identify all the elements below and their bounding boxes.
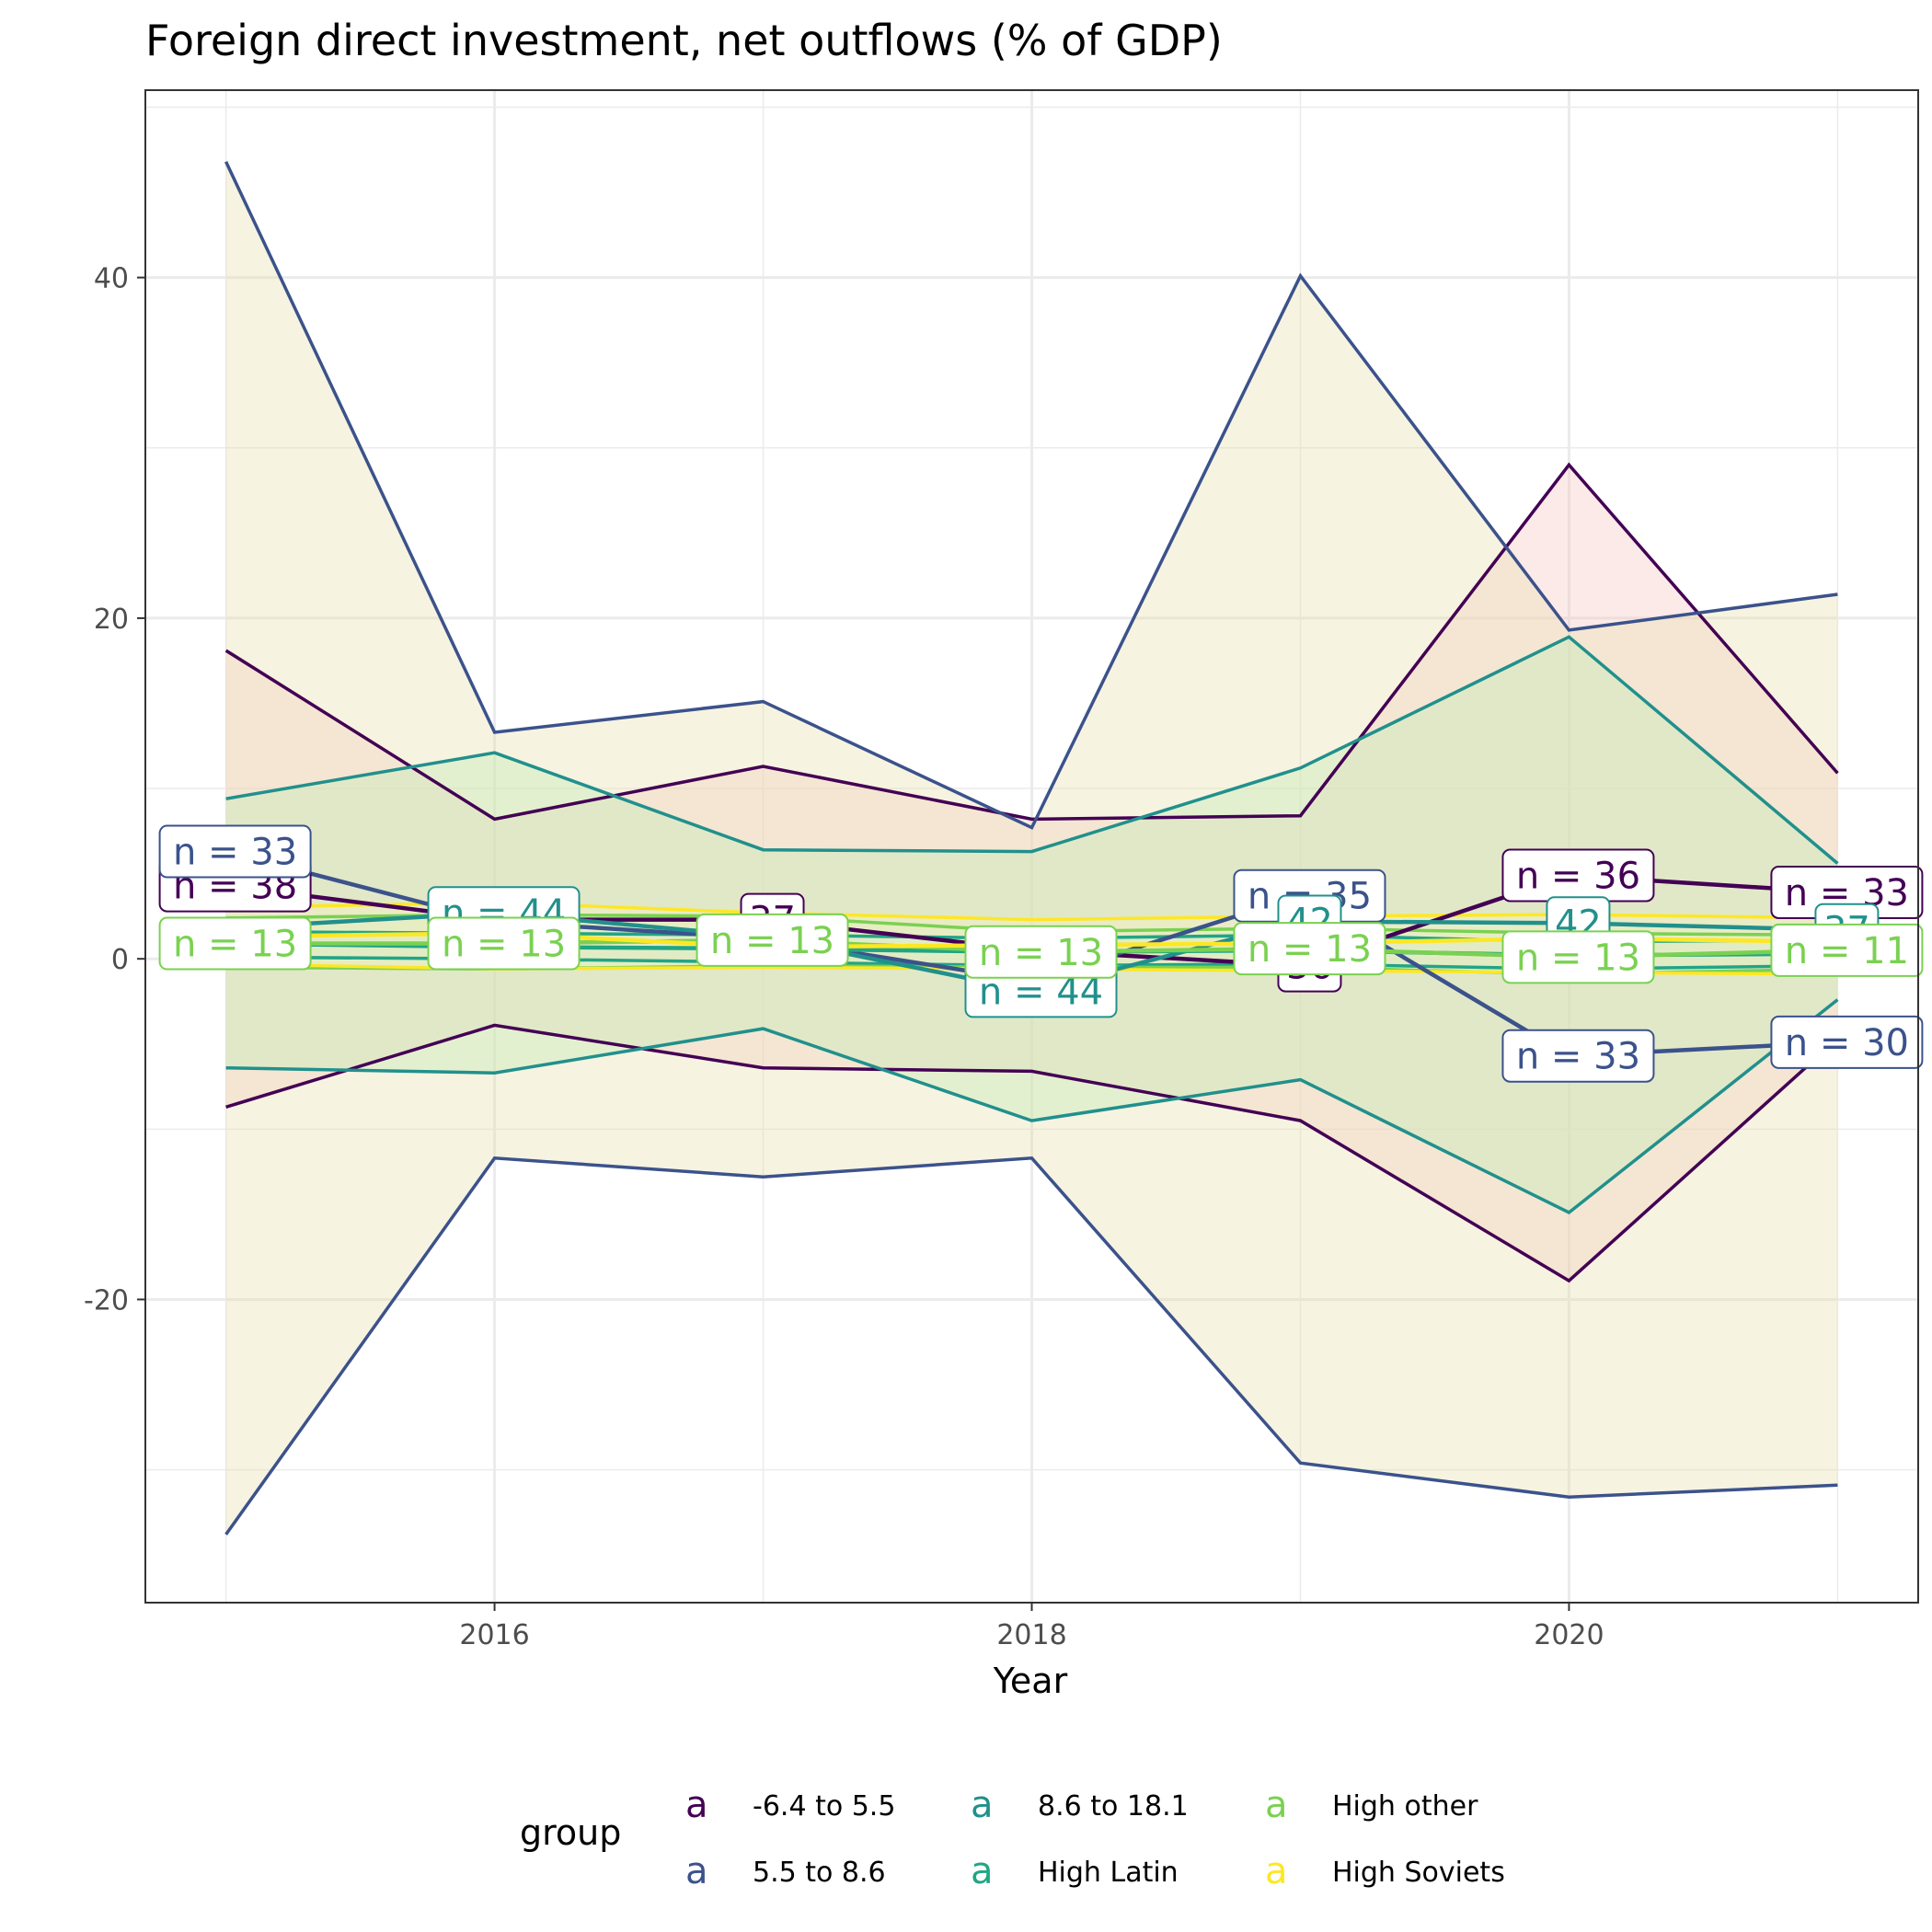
legend-item: a -6.4 to 5.5 xyxy=(685,1784,895,1826)
band-2 xyxy=(225,637,1838,1213)
lower-line-2 xyxy=(225,998,1839,1215)
n-label-text: n = 13 xyxy=(1248,928,1372,971)
upper-line-2 xyxy=(225,635,1839,865)
n-label: n = 33 xyxy=(1770,865,1924,919)
n-label-text: n = 11 xyxy=(1785,930,1909,972)
n-label: n = 33 xyxy=(1501,1029,1655,1083)
n-label: n = 13 xyxy=(427,916,581,971)
legend-label: High other xyxy=(1332,1790,1478,1823)
legend-item: a 8.6 to 18.1 xyxy=(971,1784,1189,1826)
x-tick-label: 2020 xyxy=(1534,1619,1604,1651)
legend-key: a xyxy=(971,1850,994,1892)
x-axis: 2016 2018 2020 xyxy=(459,1603,1604,1651)
upper-line-1 xyxy=(224,161,1838,830)
legend-item: a High Soviets xyxy=(1265,1850,1505,1892)
band-0 xyxy=(225,465,1838,1282)
upper-line-0 xyxy=(224,462,1839,822)
legend-item: a High Latin xyxy=(971,1850,1179,1892)
n-label: n = 33 xyxy=(158,824,312,879)
n-label-text: n = 13 xyxy=(710,920,834,962)
legend-key: a xyxy=(1265,1784,1288,1826)
n-label-text: n = 13 xyxy=(979,932,1103,974)
n-label: n = 13 xyxy=(696,913,849,967)
legend-label: 5.5 to 8.6 xyxy=(753,1857,886,1889)
legend-item: a High other xyxy=(1265,1784,1478,1826)
y-tick-label: -20 xyxy=(84,1284,129,1317)
y-tick-label: 0 xyxy=(111,944,129,976)
lower-line-0 xyxy=(225,1023,1839,1283)
legend-label: -6.4 to 5.5 xyxy=(753,1790,895,1823)
legend-label: High Latin xyxy=(1038,1857,1179,1889)
n-label-text: n = 13 xyxy=(1516,937,1640,979)
n-label: n = 36 xyxy=(1501,848,1655,903)
n-label: n = 13 xyxy=(1233,922,1386,976)
n-label-text: n = 36 xyxy=(1516,855,1640,897)
legend-item: a 5.5 to 8.6 xyxy=(685,1850,886,1892)
n-label-text: n = 30 xyxy=(1785,1022,1909,1064)
legend-label: High Soviets xyxy=(1332,1857,1505,1889)
n-label: n = 13 xyxy=(1501,930,1655,984)
n-label: n = 13 xyxy=(964,925,1118,979)
legend-key: a xyxy=(685,1850,708,1892)
legend-label: 8.6 to 18.1 xyxy=(1038,1790,1189,1823)
n-label: n = 11 xyxy=(1770,923,1924,977)
n-labels: n = 383736n = 36n = 33n = 33n = 35n = 33… xyxy=(158,824,1924,1083)
x-axis-title: Year xyxy=(993,1661,1068,1701)
n-label-text: n = 13 xyxy=(442,924,566,966)
y-axis: -20 0 20 40 xyxy=(84,263,145,1317)
band-1 xyxy=(225,161,1838,1535)
x-tick-label: 2018 xyxy=(996,1619,1066,1651)
n-label: n = 13 xyxy=(158,916,312,971)
n-label-text: n = 13 xyxy=(173,924,297,966)
x-tick-label: 2016 xyxy=(459,1619,529,1651)
legend-key: a xyxy=(971,1784,994,1826)
y-tick-label: 20 xyxy=(94,604,129,636)
lower-line-1 xyxy=(224,1156,1838,1535)
n-label-text: n = 33 xyxy=(1516,1036,1640,1078)
legend-key: a xyxy=(1265,1850,1288,1892)
chart-title: Foreign direct investment, net outflows … xyxy=(145,16,1223,65)
legend-title: group xyxy=(520,1812,621,1853)
legend: group a -6.4 to 5.5 a 5.5 to 8.6 a 8.6 to 18.… xyxy=(520,1784,1505,1892)
n-label-text: n = 33 xyxy=(173,832,297,874)
y-tick-label: 40 xyxy=(94,263,129,295)
legend-key: a xyxy=(685,1784,708,1826)
n-label: n = 30 xyxy=(1770,1015,1924,1069)
